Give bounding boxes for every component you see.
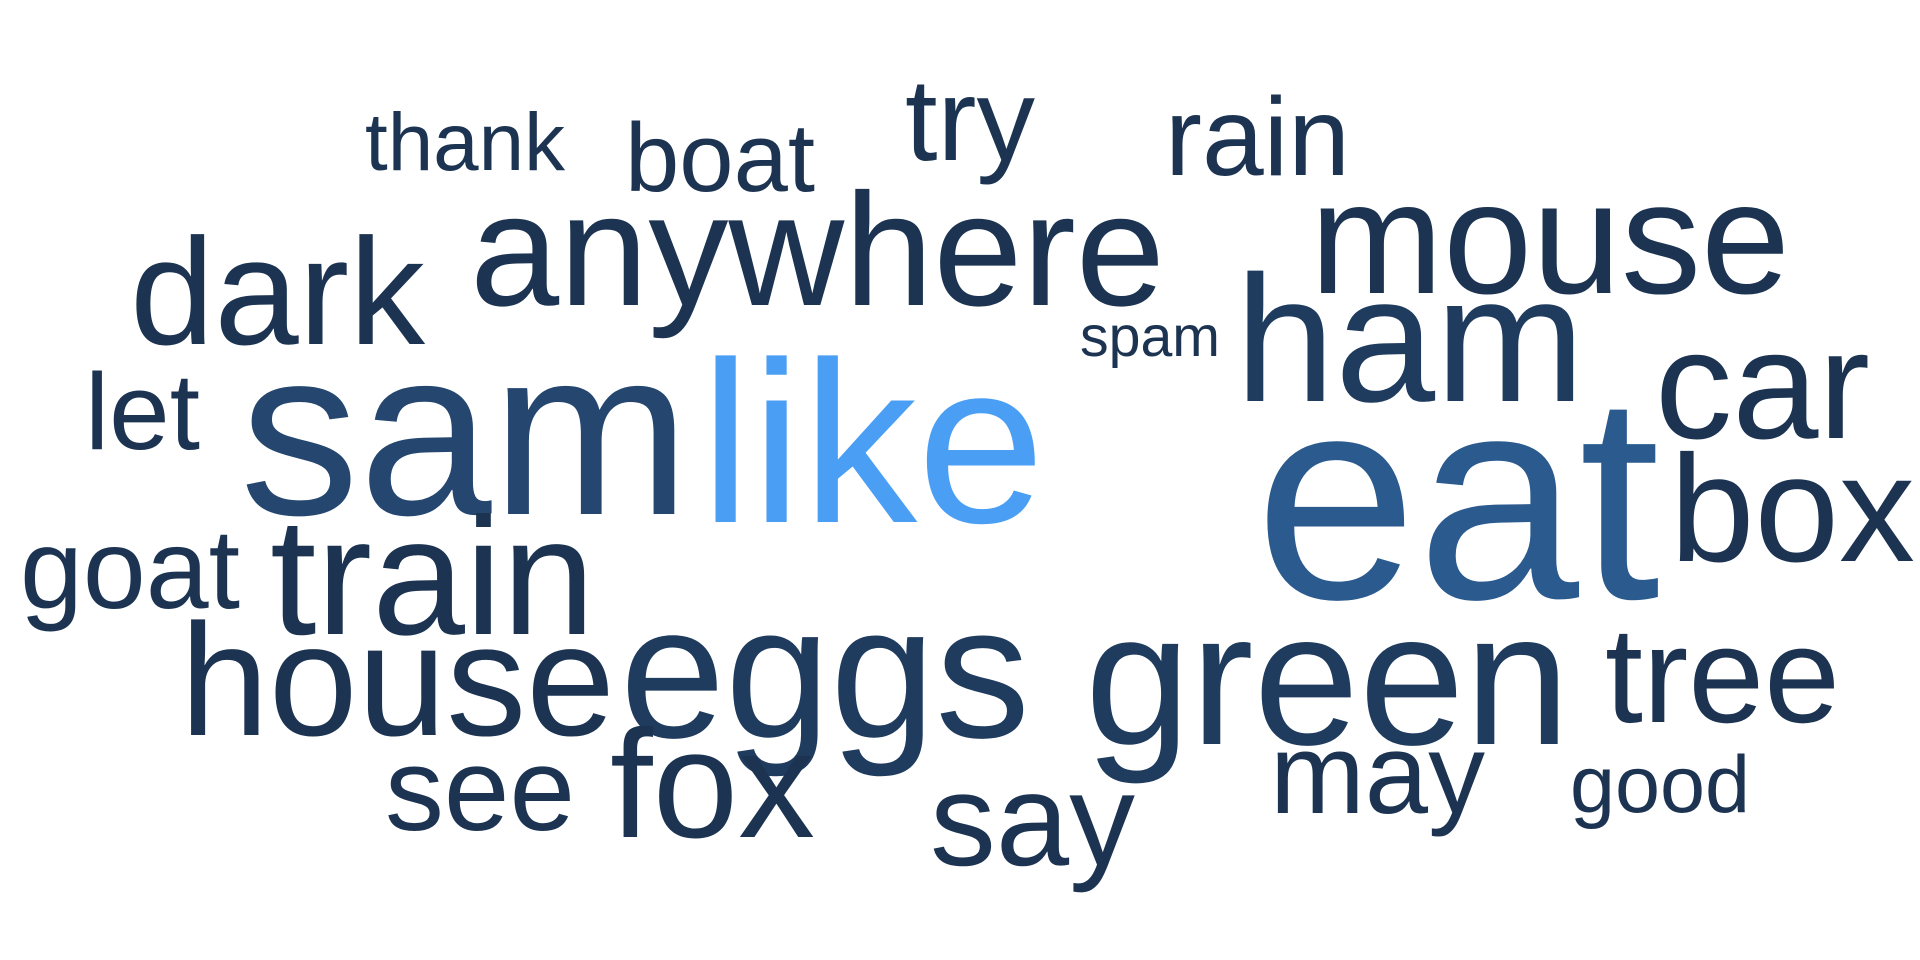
- word-train: train: [270, 483, 595, 670]
- word-thank: thank: [365, 96, 565, 188]
- word-rain: rain: [1165, 75, 1350, 200]
- word-anywhere: anywhere: [470, 159, 1165, 339]
- word-see: see: [385, 723, 575, 856]
- word-tree: tree: [1605, 598, 1840, 751]
- word-eggs: eggs: [620, 566, 1030, 778]
- word-boat: boat: [625, 102, 815, 212]
- word-like: like: [700, 313, 1045, 571]
- word-may: may: [1270, 711, 1485, 839]
- word-dark: dark: [130, 207, 425, 377]
- word-sam: sam: [240, 299, 690, 566]
- word-fox: fox: [610, 698, 815, 871]
- word-green: green: [1085, 573, 1570, 786]
- word-goat: goat: [20, 506, 240, 633]
- word-box: box: [1670, 424, 1915, 595]
- word-ham: ham: [1235, 239, 1585, 441]
- word-mouse: mouse: [1310, 147, 1790, 327]
- word-good: good: [1570, 739, 1750, 830]
- word-car: car: [1655, 297, 1870, 471]
- word-spam: spam: [1080, 304, 1220, 369]
- word-eat: eat: [1255, 333, 1660, 660]
- word-house: house: [180, 590, 615, 770]
- word-say: say: [930, 746, 1135, 894]
- word-try: try: [905, 54, 1035, 186]
- word-let: let: [85, 351, 200, 474]
